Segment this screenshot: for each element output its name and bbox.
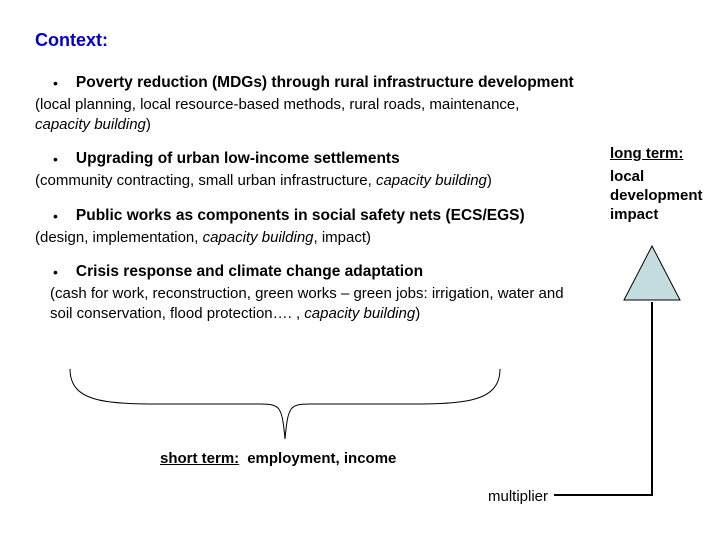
content-area: • Poverty reduction (MDGs) through rural… [35, 73, 575, 324]
heading: Context: [35, 30, 700, 51]
long-term-label: long term: [610, 145, 720, 162]
right-column: long term: local development impact [610, 145, 720, 224]
brace-icon [60, 364, 510, 444]
bullet-detail: (local planning, local resource-based me… [35, 95, 575, 136]
short-term-text: employment, income [247, 450, 396, 467]
bullet-detail: (design, implementation, capacity buildi… [35, 228, 575, 248]
bullet-marker: • [53, 149, 58, 170]
multiplier-label: multiplier [488, 488, 548, 505]
bullet-item: • Poverty reduction (MDGs) through rural… [35, 73, 575, 135]
triangle-icon [622, 244, 682, 306]
bullet-item: • Public works as components in social s… [35, 206, 575, 248]
bullet-title: Poverty reduction (MDGs) through rural i… [76, 73, 574, 94]
bullet-item: • Crisis response and climate change ada… [35, 262, 575, 324]
bullet-detail: (community contracting, small urban infr… [35, 171, 575, 191]
bullet-marker: • [53, 262, 58, 283]
bullet-title: Crisis response and climate change adapt… [76, 262, 423, 283]
bullet-marker: • [53, 206, 58, 227]
bottom-labels: short term: employment, income [160, 450, 396, 467]
short-term-label: short term: [160, 450, 239, 467]
bullet-marker: • [53, 73, 58, 94]
bullet-item: • Upgrading of urban low-income settleme… [35, 149, 575, 191]
bullet-detail: (cash for work, reconstruction, green wo… [50, 284, 575, 325]
connector-horizontal [554, 494, 653, 496]
bullet-title: Public works as components in social saf… [76, 206, 525, 227]
connector-vertical [651, 302, 653, 496]
bullet-title: Upgrading of urban low-income settlement… [76, 149, 400, 170]
long-term-text: local development impact [610, 168, 720, 224]
